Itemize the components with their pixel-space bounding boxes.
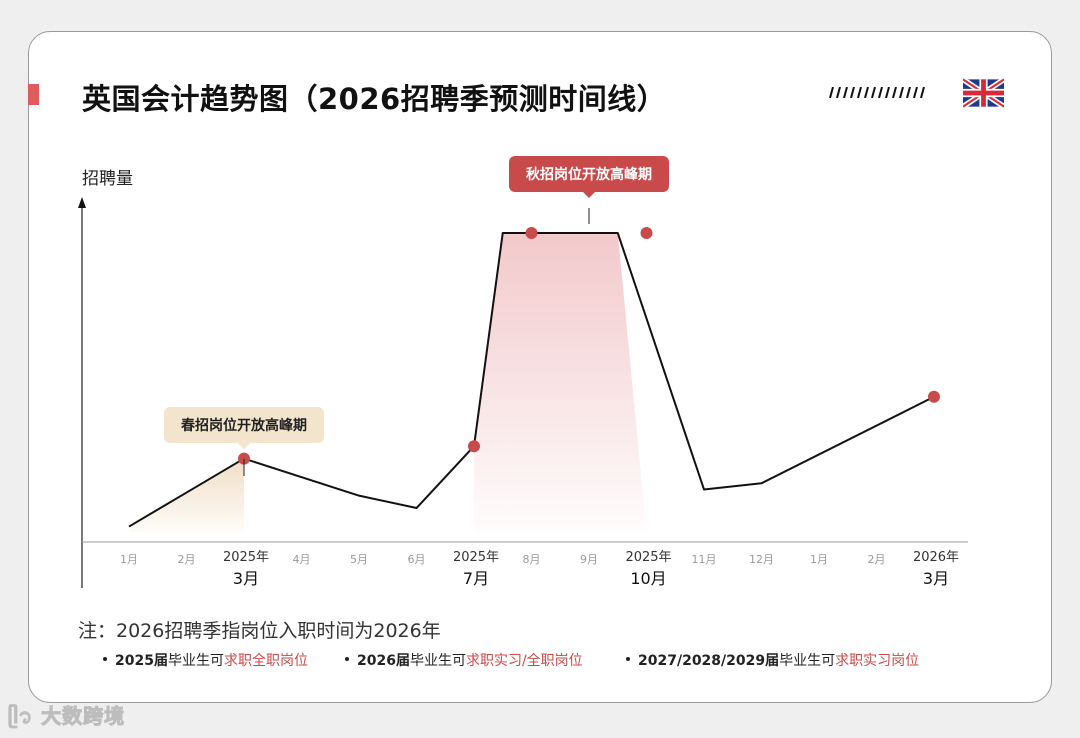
x-tick-month-major: 3月 bbox=[923, 569, 949, 588]
x-tick-month-major: 7月 bbox=[463, 569, 489, 588]
spring-annotation-label: 春招岗位开放高峰期 bbox=[180, 417, 307, 434]
bullet-action: 求职实习/全职岗位 bbox=[465, 653, 583, 669]
uk-flag-icon bbox=[963, 78, 1004, 108]
x-tick-year: 2025年 bbox=[453, 550, 499, 565]
hatch-decoration bbox=[829, 87, 925, 98]
accent-bar bbox=[28, 84, 39, 105]
x-tick-year: 2025年 bbox=[223, 550, 269, 565]
data-point bbox=[238, 452, 250, 465]
y-axis-arrow bbox=[78, 197, 86, 208]
footnote: 注：2026招聘季指岗位入职时间为2026年 bbox=[78, 620, 441, 642]
bullet-item: 2026届毕业生可求职实习/全职岗位 bbox=[345, 650, 583, 670]
data-point bbox=[640, 227, 653, 239]
x-tick-label: 1月 bbox=[120, 553, 138, 566]
spring-peak-area bbox=[129, 458, 244, 532]
spring-annotation-box bbox=[164, 407, 324, 443]
bullet-dot bbox=[103, 657, 107, 661]
x-tick-label: 9月 bbox=[580, 553, 598, 566]
bullet-dot bbox=[345, 657, 349, 661]
bullet-item: 2025届毕业生可求职全职岗位 bbox=[103, 650, 308, 670]
x-tick-year: 2025年 bbox=[625, 550, 671, 565]
x-tick-month-major: 10月 bbox=[630, 569, 666, 588]
bullet-year: 2025届 bbox=[115, 653, 168, 669]
bullet-dot bbox=[626, 657, 630, 661]
spring-annotation-pointer bbox=[238, 443, 250, 449]
x-tick-label: 2月 bbox=[868, 553, 886, 566]
bullet-year: 2027/2028/2029届 bbox=[638, 653, 780, 669]
x-tick-label: 1月 bbox=[810, 553, 828, 566]
x-tick-month-major: 3月 bbox=[233, 569, 259, 588]
x-tick-label: 12月 bbox=[749, 553, 774, 566]
bullet-text: 毕业生可 bbox=[779, 653, 836, 669]
data-point bbox=[525, 227, 538, 239]
y-axis-label: 招聘量 bbox=[82, 169, 133, 189]
autumn-annotation-box bbox=[509, 156, 669, 192]
x-tick-label: 5月 bbox=[350, 553, 368, 566]
x-tick-label: 11月 bbox=[692, 553, 717, 566]
autumn-annotation-pointer bbox=[583, 192, 595, 198]
page-title: 英国会计趋势图（2026招聘季预测时间线） bbox=[82, 82, 667, 116]
autumn-annotation: 秋招岗位开放高峰期 bbox=[509, 156, 669, 224]
autumn-peak-area bbox=[474, 233, 647, 532]
x-tick-label: 2月 bbox=[178, 553, 196, 566]
data-point bbox=[468, 440, 480, 453]
bullet-text: 毕业生可 bbox=[409, 653, 466, 669]
x-tick-year: 2026年 bbox=[913, 550, 959, 565]
bullet-text: 毕业生可 bbox=[167, 653, 224, 669]
watermark-text: 大数跨境 bbox=[41, 704, 126, 729]
x-tick-label: 6月 bbox=[408, 553, 426, 566]
x-tick-label: 4月 bbox=[293, 553, 311, 566]
data-point bbox=[928, 390, 940, 403]
watermark-logo: ᥫ᭡ 大数跨境 bbox=[7, 704, 126, 729]
bullet-action: 求职实习岗位 bbox=[835, 653, 920, 669]
bullet-year: 2026届 bbox=[357, 653, 410, 669]
x-tick-label: 8月 bbox=[523, 553, 541, 566]
bullet-action: 求职全职岗位 bbox=[223, 653, 308, 669]
autumn-annotation-label: 秋招岗位开放高峰期 bbox=[526, 166, 652, 183]
spring-annotation: 春招岗位开放高峰期 bbox=[164, 407, 324, 476]
bullet-item: 2027/2028/2029届毕业生可求职实习岗位 bbox=[626, 650, 919, 670]
